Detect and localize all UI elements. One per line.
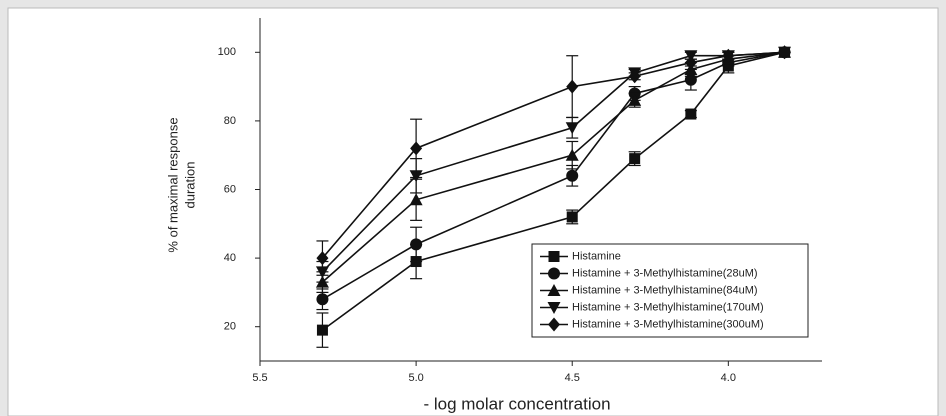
marker [565, 122, 579, 135]
x-tick-label: 4.0 [721, 372, 736, 384]
legend-box [531, 243, 809, 338]
x-tick-label: 5.5 [252, 372, 267, 384]
y-axis-label-line: duration [182, 162, 197, 209]
x-tick-label: 5.0 [408, 372, 423, 384]
marker [547, 284, 561, 296]
marker [547, 302, 561, 314]
frame [7, 7, 939, 416]
marker [566, 169, 579, 182]
marker [548, 251, 560, 262]
y-tick-label: 20 [224, 321, 236, 333]
y-tick-label: 60 [224, 183, 236, 195]
legend-label: Histamine + 3-Methylhistamine(300uM) [572, 318, 764, 330]
marker [316, 324, 328, 336]
marker [410, 141, 423, 156]
legend-label: Histamine + 3-Methylhistamine(28uM) [572, 267, 758, 279]
marker [566, 211, 578, 223]
marker [565, 148, 579, 161]
y-axis-label-line: % of maximal response [165, 117, 180, 252]
y-axis-label: % of maximal response duration [165, 117, 197, 252]
x-tick-label: 4.5 [565, 372, 580, 384]
marker [409, 193, 423, 206]
marker [628, 69, 641, 84]
legend-label: Histamine + 3-Methylhistamine(84uM) [572, 284, 758, 296]
marker [316, 293, 329, 306]
marker [778, 45, 791, 60]
legend-label: Histamine [572, 250, 621, 262]
marker [410, 238, 423, 251]
y-tick-label: 100 [218, 46, 236, 58]
x-axis-label: - log molar concentration [423, 394, 610, 413]
marker [629, 153, 641, 165]
marker [684, 55, 697, 70]
legend-label: Histamine + 3-Methylhistamine(170uM) [572, 301, 764, 313]
marker [316, 251, 329, 266]
y-tick-label: 80 [224, 115, 236, 127]
marker [722, 48, 735, 63]
marker [548, 317, 560, 332]
marker [548, 267, 560, 280]
y-tick-label: 40 [224, 252, 236, 264]
marker [566, 79, 579, 94]
marker [628, 93, 642, 106]
marker [685, 108, 697, 120]
